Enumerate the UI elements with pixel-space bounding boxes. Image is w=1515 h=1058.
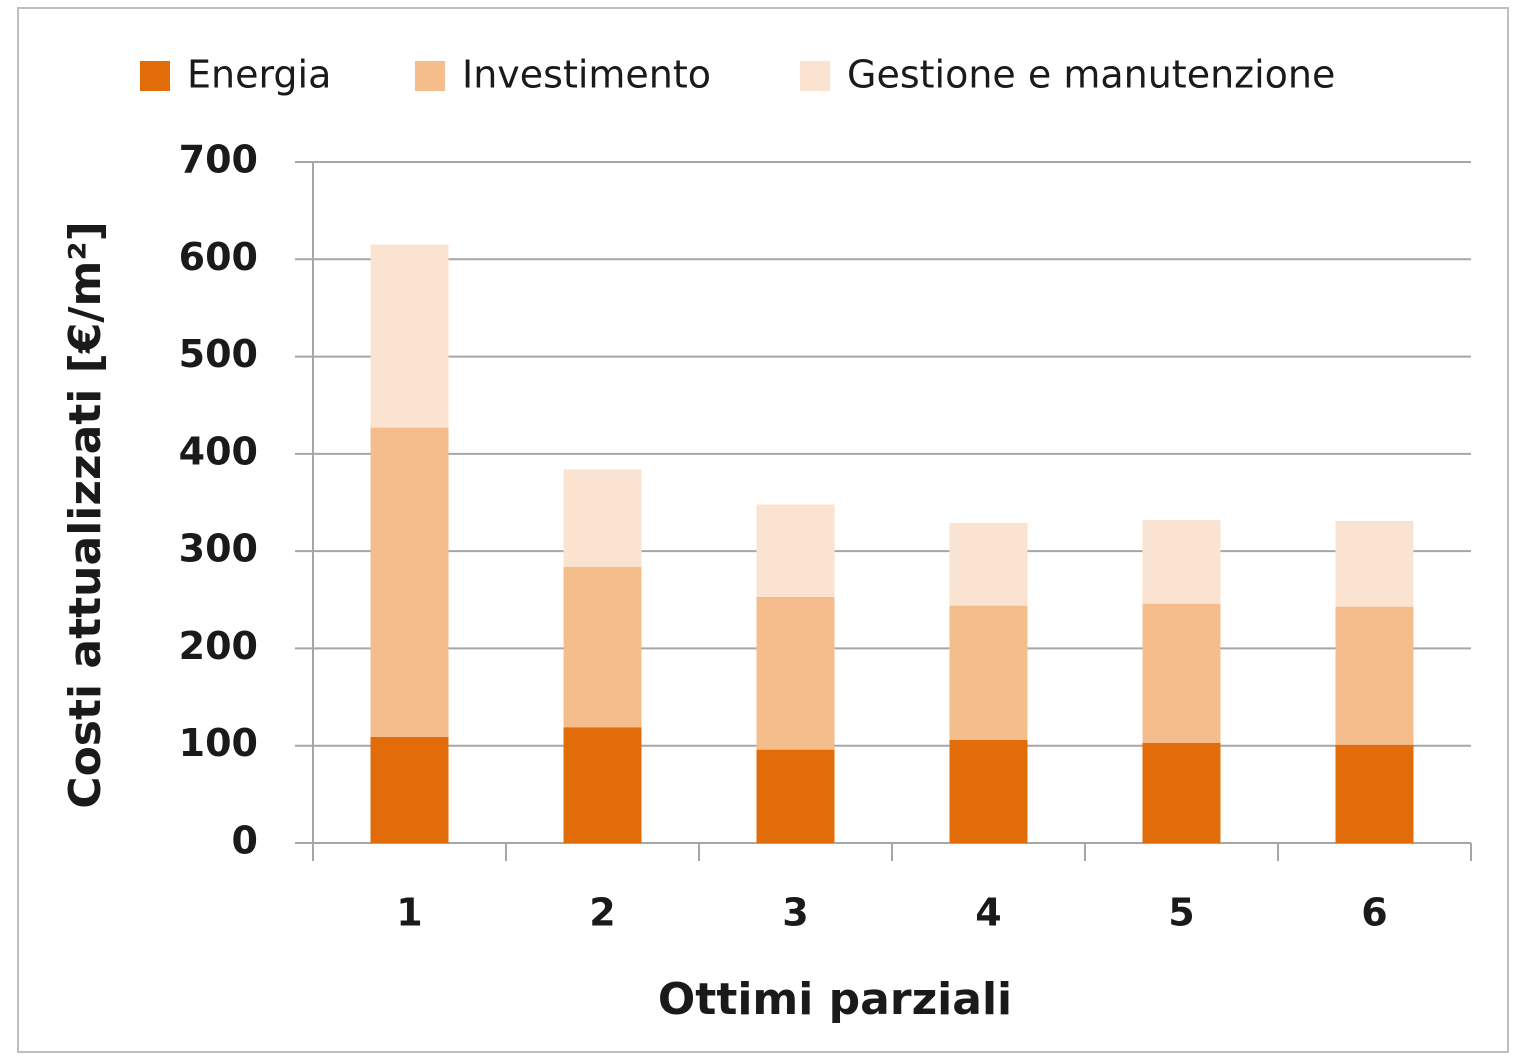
bar-segment [1335,520,1414,607]
bar-segment [370,736,449,843]
legend-swatch [415,61,445,91]
y-axis-title: Costi attualizzati [€/m²] [60,221,111,808]
bar-segment [1335,744,1414,843]
y-tick-label: 600 [179,235,258,279]
y-tick-label: 0 [232,819,258,863]
x-tick-label: 3 [782,891,808,935]
bar-segment [370,244,449,428]
y-tick-label: 300 [179,527,258,571]
bar-segment [1142,742,1221,843]
legend-swatch [800,61,830,91]
x-tick-label: 6 [1361,891,1387,935]
legend-label: Gestione e manutenzione [847,53,1335,97]
bar-segment [756,504,835,597]
bar-segment [563,469,642,567]
x-tick-label: 4 [975,891,1001,935]
bar-segment [1335,606,1414,745]
bar-segment [563,727,642,843]
bar-segment [756,749,835,843]
bar-segment [370,427,449,737]
bar-segment [563,566,642,728]
y-tick-label: 700 [179,138,258,182]
x-tick-label: 5 [1168,891,1194,935]
bar-segment [949,522,1028,606]
y-tick-label: 200 [179,624,258,668]
bar-segment [949,605,1028,740]
y-tick-label: 400 [179,429,258,473]
x-tick-label: 2 [589,891,615,935]
x-axis-title: Ottimi parziali [658,974,1012,1025]
bar-segment [949,739,1028,843]
bar-segment [1142,603,1221,743]
legend-label: Energia [187,53,331,97]
y-tick-label: 100 [179,721,258,765]
y-tick-label: 500 [179,332,258,376]
legend-label: Investimento [462,53,711,97]
bar-segment [1142,520,1221,604]
x-tick-label: 1 [396,891,422,935]
bar-segment [756,596,835,750]
legend-swatch [140,61,170,91]
